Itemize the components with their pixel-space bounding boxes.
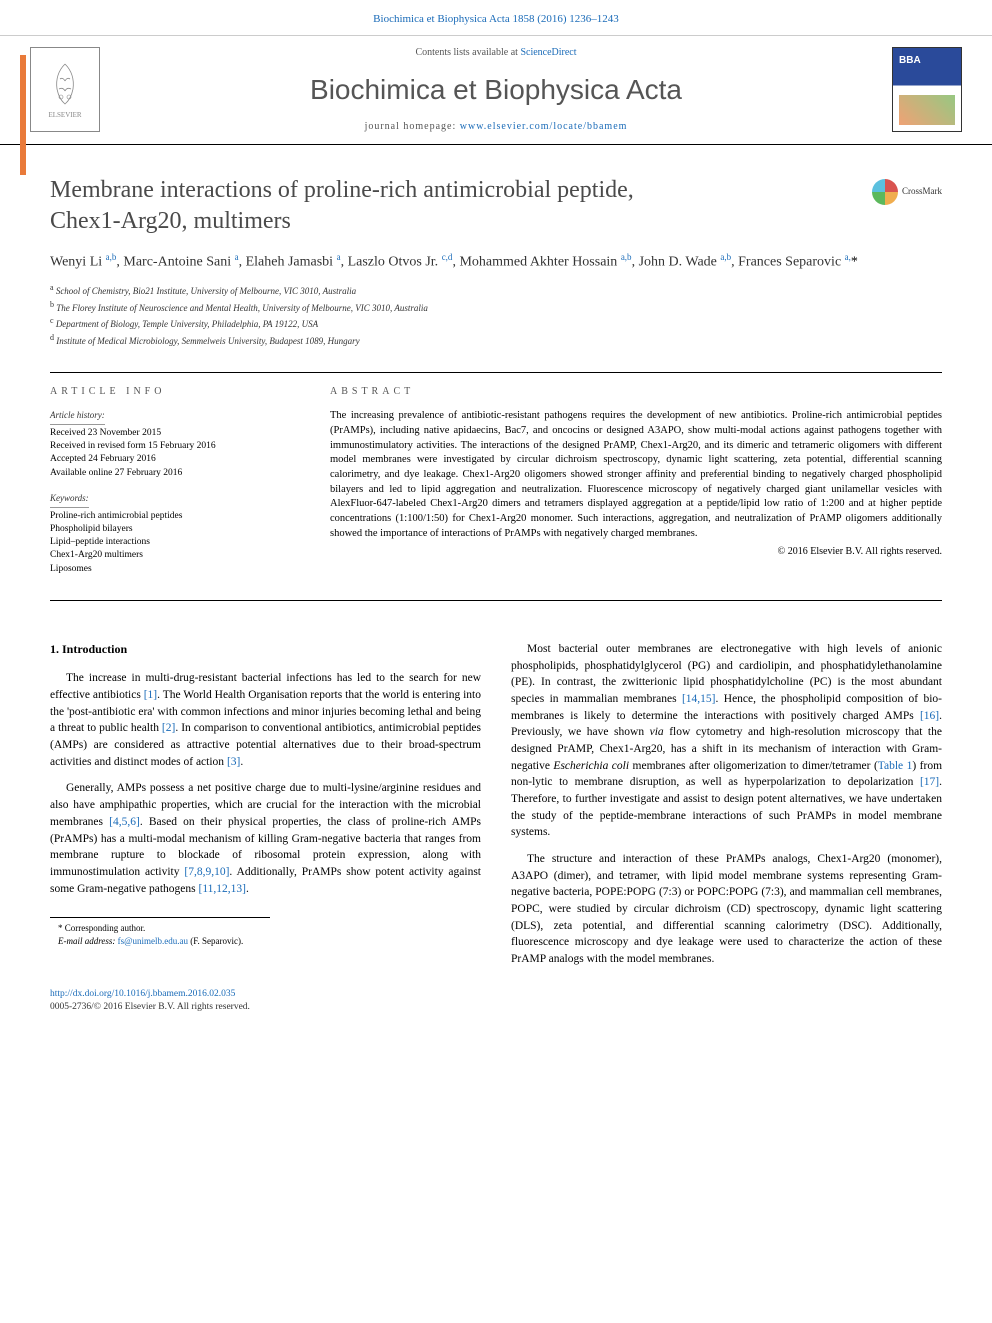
- running-header: Biochimica et Biophysica Acta 1858 (2016…: [0, 0, 992, 35]
- journal-homepage: journal homepage: www.elsevier.com/locat…: [120, 120, 872, 134]
- copyright: © 2016 Elsevier B.V. All rights reserved…: [330, 545, 942, 559]
- contents-text: Contents lists available at ScienceDirec…: [120, 46, 872, 60]
- doi-link[interactable]: http://dx.doi.org/10.1016/j.bbamem.2016.…: [50, 989, 235, 999]
- history-label: Article history:: [50, 409, 105, 425]
- journal-cover-thumb: [892, 47, 962, 132]
- homepage-link[interactable]: www.elsevier.com/locate/bbamem: [460, 121, 628, 132]
- crossmark-label: CrossMark: [902, 185, 942, 198]
- keywords-block: Proline-rich antimicrobial peptidesPhosp…: [50, 510, 290, 576]
- journal-name: Biochimica et Biophysica Acta: [120, 70, 872, 109]
- corresponding-author-label: * Corresponding author.: [50, 922, 270, 935]
- right-column: Most bacterial outer membranes are elect…: [511, 641, 942, 978]
- email-link[interactable]: fs@unimelb.edu.au: [118, 936, 188, 946]
- paragraph: Generally, AMPs possess a net positive c…: [50, 780, 481, 897]
- keywords-label: Keywords:: [50, 492, 89, 508]
- footnote-block: * Corresponding author. E-mail address: …: [50, 917, 270, 948]
- accent-bar: [20, 55, 26, 175]
- elsevier-label: ELSEVIER: [48, 111, 81, 121]
- crossmark-icon: [872, 179, 898, 205]
- affiliations: a School of Chemistry, Bio21 Institute, …: [50, 282, 942, 348]
- left-column: 1. Introduction The increase in multi-dr…: [50, 641, 481, 978]
- footer: http://dx.doi.org/10.1016/j.bbamem.2016.…: [0, 978, 992, 1035]
- article-info: ARTICLE INFO Article history: Received 2…: [50, 385, 310, 588]
- info-heading: ARTICLE INFO: [50, 385, 290, 399]
- issn-text: 0005-2736/© 2016 Elsevier B.V. All right…: [50, 1002, 250, 1012]
- crossmark-badge[interactable]: CrossMark: [872, 179, 942, 205]
- abstract-column: ABSTRACT The increasing prevalence of an…: [310, 385, 942, 588]
- sciencedirect-link[interactable]: ScienceDirect: [520, 47, 576, 58]
- header-link[interactable]: Biochimica et Biophysica Acta 1858 (2016…: [373, 13, 619, 25]
- journal-header: ELSEVIER Contents lists available at Sci…: [0, 35, 992, 144]
- elsevier-logo: ELSEVIER: [30, 47, 100, 132]
- elsevier-tree-icon: [45, 59, 85, 109]
- article-title: Membrane interactions of proline-rich an…: [50, 175, 872, 237]
- paragraph: The increase in multi-drug-resistant bac…: [50, 670, 481, 770]
- paragraph: The structure and interaction of these P…: [511, 851, 942, 968]
- corresponding-email: E-mail address: fs@unimelb.edu.au (F. Se…: [50, 935, 270, 948]
- abstract-heading: ABSTRACT: [330, 385, 942, 399]
- paragraph: Most bacterial outer membranes are elect…: [511, 641, 942, 841]
- section-heading: 1. Introduction: [50, 641, 481, 658]
- authors: Wenyi Li a,b, Marc-Antoine Sani a, Elahe…: [50, 251, 942, 272]
- abstract-text: The increasing prevalence of antibiotic-…: [330, 409, 942, 541]
- history-block: Received 23 November 2015Received in rev…: [50, 427, 290, 480]
